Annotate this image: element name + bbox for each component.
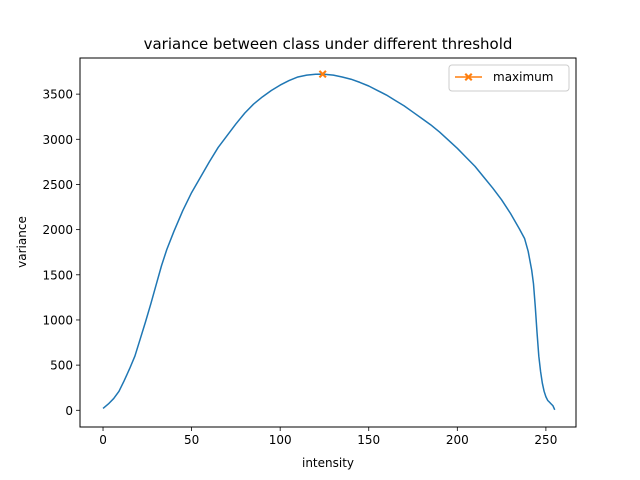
y-tick-label: 0 [65,404,73,418]
y-tick-label: 1000 [42,313,73,327]
variance-line [102,73,556,411]
legend-label-maximum: maximum [493,70,553,84]
maximum-marker [318,70,327,79]
legend-box [448,64,570,92]
y-tick-label: 500 [50,359,73,373]
x-tick-label: 50 [184,433,199,447]
legend-marker-maximum [464,73,473,81]
y-axis-label: variance [15,216,29,268]
axes-frame [79,57,577,428]
x-tick-label: 150 [357,433,380,447]
chart-title: variance between class under different t… [144,35,513,53]
y-tick-label: 2500 [42,178,73,192]
y-tick-label: 3500 [42,88,73,102]
x-tick-label: 0 [99,433,107,447]
x-tick-label: 200 [446,433,469,447]
plot-area [102,70,556,411]
y-tick-label: 1500 [42,268,73,282]
legend: maximum [448,64,570,92]
y-tick-label: 3000 [42,133,73,147]
x-tick-label: 250 [534,433,557,447]
x-axis-label: intensity [302,456,354,470]
x-tick-label: 100 [269,433,292,447]
y-tick-label: 2000 [42,223,73,237]
